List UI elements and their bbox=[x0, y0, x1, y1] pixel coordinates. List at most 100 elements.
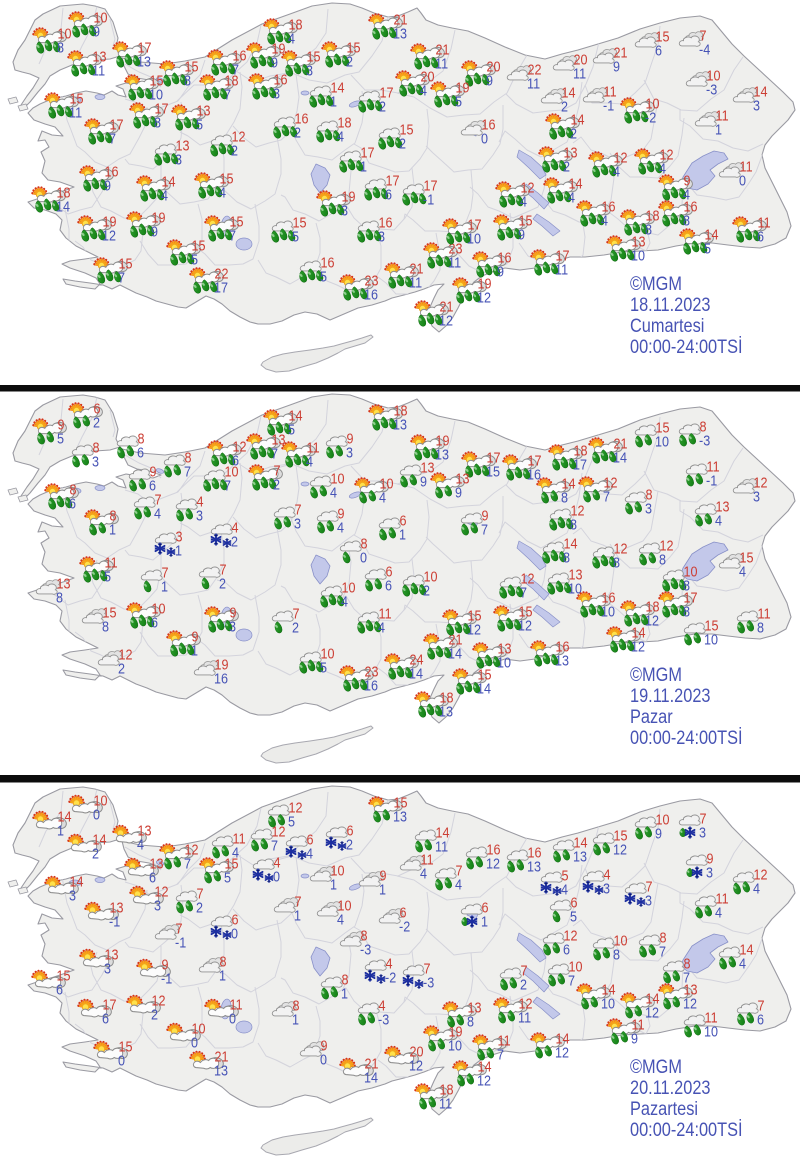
svg-text:3: 3 bbox=[306, 61, 313, 78]
svg-text:10: 10 bbox=[467, 229, 481, 246]
svg-text:8: 8 bbox=[293, 996, 300, 1013]
svg-text:13: 13 bbox=[573, 847, 587, 864]
svg-text:12: 12 bbox=[614, 539, 628, 556]
svg-text:4: 4 bbox=[330, 483, 337, 500]
svg-text:0: 0 bbox=[229, 1009, 236, 1026]
svg-text:11: 11 bbox=[421, 850, 434, 867]
svg-text:1: 1 bbox=[379, 880, 386, 897]
svg-text:6: 6 bbox=[149, 476, 156, 493]
svg-text:13: 13 bbox=[393, 415, 407, 432]
svg-text:1: 1 bbox=[330, 875, 337, 892]
svg-text:9: 9 bbox=[655, 824, 662, 841]
svg-text:3: 3 bbox=[229, 617, 236, 634]
svg-text:00:00-24:00TSİ: 00:00-24:00TSİ bbox=[630, 1119, 743, 1140]
svg-text:12: 12 bbox=[152, 991, 166, 1008]
svg-text:15: 15 bbox=[119, 254, 133, 271]
svg-text:12: 12 bbox=[272, 822, 286, 839]
svg-text:2: 2 bbox=[92, 844, 99, 861]
svg-text:14: 14 bbox=[571, 110, 585, 127]
svg-text:17: 17 bbox=[468, 215, 482, 232]
svg-text:12: 12 bbox=[467, 620, 481, 637]
svg-text:3: 3 bbox=[341, 201, 348, 218]
svg-text:8: 8 bbox=[683, 602, 690, 619]
svg-text:20.11.2023: 20.11.2023 bbox=[630, 1077, 711, 1098]
svg-text:21: 21 bbox=[394, 10, 408, 27]
svg-text:9: 9 bbox=[707, 849, 714, 866]
svg-text:12: 12 bbox=[518, 616, 532, 633]
svg-text:1: 1 bbox=[360, 157, 367, 174]
svg-text:15: 15 bbox=[225, 854, 239, 871]
svg-text:13: 13 bbox=[105, 945, 119, 962]
svg-text:13: 13 bbox=[57, 574, 71, 591]
svg-text:5: 5 bbox=[320, 658, 327, 675]
svg-text:11: 11 bbox=[92, 61, 105, 78]
svg-text:9: 9 bbox=[631, 1029, 638, 1046]
svg-text:19.11.2023: 19.11.2023 bbox=[630, 685, 711, 706]
svg-text:13: 13 bbox=[93, 47, 107, 64]
svg-text:8: 8 bbox=[645, 220, 652, 237]
svg-text:4: 4 bbox=[378, 618, 385, 635]
svg-text:17: 17 bbox=[214, 278, 228, 295]
svg-text:2: 2 bbox=[196, 898, 203, 915]
svg-text:©MGM: ©MGM bbox=[630, 273, 682, 294]
svg-text:18: 18 bbox=[338, 113, 352, 130]
svg-text:3: 3 bbox=[69, 886, 76, 903]
svg-text:14: 14 bbox=[409, 664, 423, 681]
svg-text:5: 5 bbox=[704, 239, 711, 256]
svg-text:20: 20 bbox=[487, 57, 501, 74]
svg-text:2: 2 bbox=[231, 141, 238, 158]
svg-text:14: 14 bbox=[436, 823, 450, 840]
svg-text:4: 4 bbox=[386, 954, 393, 971]
svg-text:5: 5 bbox=[292, 227, 299, 244]
svg-text:4: 4 bbox=[232, 843, 239, 860]
svg-text:18: 18 bbox=[289, 15, 303, 32]
svg-text:10: 10 bbox=[94, 8, 108, 25]
svg-text:3: 3 bbox=[378, 227, 385, 244]
svg-text:-1: -1 bbox=[603, 96, 614, 113]
svg-text:3: 3 bbox=[645, 891, 652, 908]
svg-text:7: 7 bbox=[481, 520, 488, 537]
svg-text:2: 2 bbox=[219, 574, 226, 591]
svg-text:14: 14 bbox=[58, 807, 72, 824]
svg-text:16: 16 bbox=[498, 248, 512, 265]
svg-text:1: 1 bbox=[481, 912, 488, 929]
svg-text:22: 22 bbox=[528, 60, 542, 77]
svg-text:7: 7 bbox=[118, 268, 125, 285]
svg-text:8: 8 bbox=[700, 417, 707, 434]
svg-text:4: 4 bbox=[613, 162, 620, 179]
svg-text:13: 13 bbox=[632, 232, 646, 249]
svg-text:13: 13 bbox=[393, 807, 407, 824]
svg-text:12: 12 bbox=[604, 473, 618, 490]
svg-text:10: 10 bbox=[656, 810, 670, 827]
svg-text:7: 7 bbox=[176, 919, 183, 936]
svg-text:13: 13 bbox=[569, 565, 583, 582]
svg-text:11: 11 bbox=[758, 604, 771, 621]
svg-text:6: 6 bbox=[232, 910, 239, 927]
svg-text:1: 1 bbox=[715, 120, 722, 137]
svg-text:9: 9 bbox=[271, 53, 278, 70]
svg-text:4: 4 bbox=[715, 511, 722, 528]
svg-text:9: 9 bbox=[192, 627, 199, 644]
svg-text:10: 10 bbox=[149, 85, 163, 102]
svg-text:14: 14 bbox=[93, 830, 107, 847]
svg-text:16: 16 bbox=[527, 465, 541, 482]
svg-text:12: 12 bbox=[439, 311, 453, 328]
svg-text:23: 23 bbox=[365, 662, 379, 679]
svg-text:-2: -2 bbox=[385, 968, 396, 985]
svg-text:16: 16 bbox=[556, 637, 570, 654]
svg-text:0: 0 bbox=[273, 867, 280, 884]
svg-text:Pazartesi: Pazartesi bbox=[630, 1098, 698, 1119]
svg-text:7: 7 bbox=[220, 560, 227, 577]
svg-text:24: 24 bbox=[410, 650, 424, 667]
svg-text:17: 17 bbox=[386, 171, 400, 188]
svg-text:16: 16 bbox=[379, 213, 393, 230]
svg-text:3: 3 bbox=[92, 452, 99, 469]
svg-text:4: 4 bbox=[288, 29, 295, 46]
svg-text:10: 10 bbox=[614, 931, 628, 948]
svg-text:12: 12 bbox=[477, 288, 491, 305]
svg-text:14: 14 bbox=[602, 980, 616, 997]
svg-text:7: 7 bbox=[295, 500, 302, 517]
svg-text:13: 13 bbox=[564, 143, 578, 160]
svg-text:10: 10 bbox=[338, 896, 352, 913]
svg-text:12: 12 bbox=[155, 882, 169, 899]
